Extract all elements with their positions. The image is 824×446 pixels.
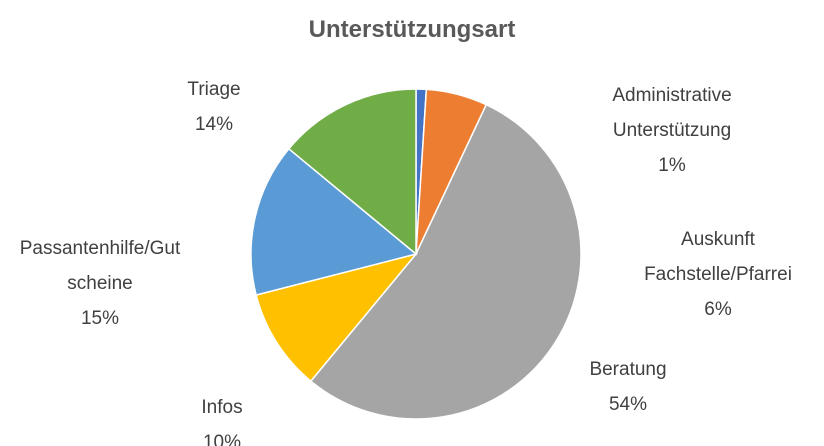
pie-slice [309, 103, 582, 420]
data-label: Triage 14% [164, 72, 264, 142]
value-label: 14% [194, 114, 234, 135]
pie-slice [255, 252, 419, 383]
chart-title: Unterstützungsart [308, 16, 516, 43]
data-label: Infos 10% [172, 390, 272, 446]
data-label: Beratung 54% [568, 352, 688, 422]
value-label: 1% [658, 155, 686, 176]
value-label: 54% [608, 394, 648, 415]
category-label: Auskunft Fachstelle/Pfarrei [644, 229, 792, 285]
value-label: 10% [202, 432, 242, 446]
category-label: Infos [201, 397, 243, 418]
category-label: Passantenhilfe/Gutscheine [19, 238, 181, 294]
data-label: Administrative Unterstützung 1% [572, 78, 772, 183]
pie-slice [250, 147, 418, 296]
category-label: Administrative Unterstützung [612, 85, 732, 141]
category-label: Beratung [589, 359, 667, 380]
data-label: Auskunft Fachstelle/Pfarrei 6% [633, 222, 803, 327]
data-label: Passantenhilfe/Gutscheine 15% [15, 231, 185, 336]
pie-slice [287, 88, 417, 256]
value-label: 6% [704, 299, 732, 320]
category-label: Triage [187, 79, 241, 100]
value-label: 15% [80, 308, 120, 329]
